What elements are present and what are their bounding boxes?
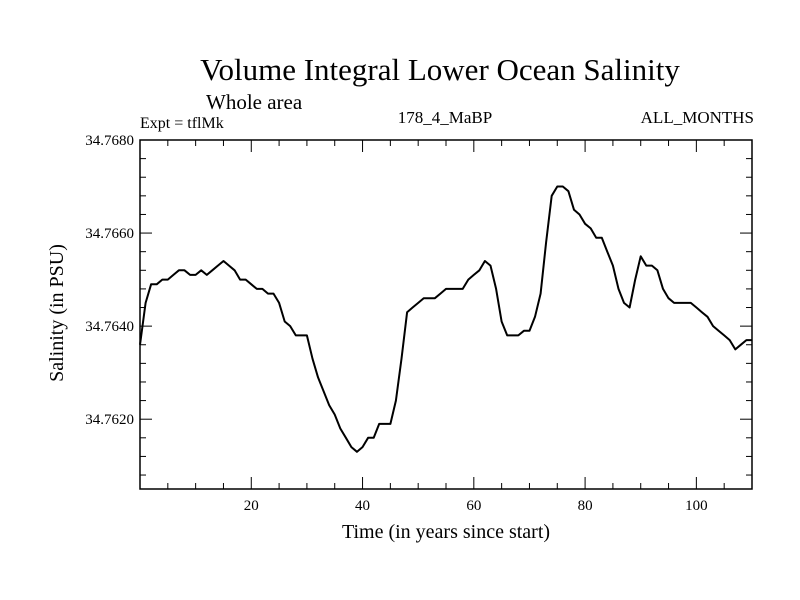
series-line-salinity [139,185,752,453]
y-axis-label: Salinity (in PSU) [46,244,68,382]
x-tick-label: 40 [355,498,370,514]
y-tick-label: 34.7660 [85,226,134,242]
period-label: 178_4_MaBP [397,108,493,127]
y-tick-label: 34.7640 [85,319,134,335]
x-axis-label: Time (in years since start) [342,521,550,543]
months-label: ALL_MONTHS [640,108,754,127]
x-tick-label: 100 [685,498,708,514]
x-tick-label: 60 [466,498,481,514]
x-tick-label: 20 [244,498,259,514]
x-tick-label: 80 [578,498,593,514]
y-tick-label: 34.7680 [85,133,134,149]
y-tick-label: 34.7620 [85,412,134,428]
chart-title: Volume Integral Lower Ocean Salinity [200,52,680,87]
plot-frame [139,139,753,490]
experiment-label: Expt = tflMk [140,115,224,132]
chart-subtitle: Whole area [206,90,303,114]
